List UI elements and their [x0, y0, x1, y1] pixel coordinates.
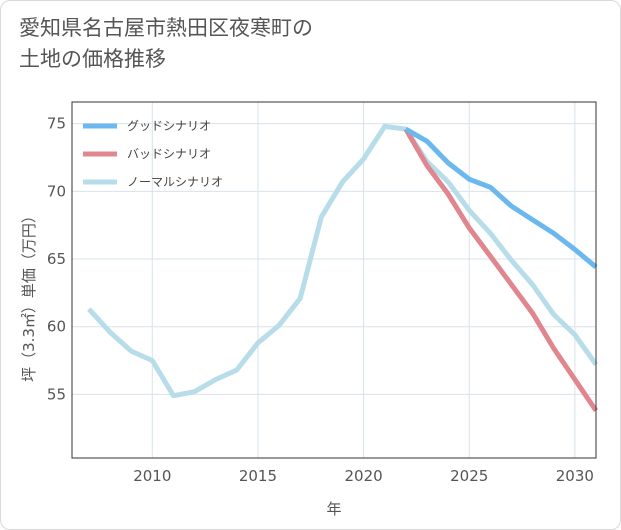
x-tick-label: 2025 — [450, 467, 488, 485]
x-tick-label: 2020 — [344, 467, 382, 485]
legend-label: グッドシナリオ — [127, 119, 211, 133]
chart-ticks: 2010 2015 2020 2025 2030 55 60 65 70 75 — [47, 115, 594, 485]
series-line — [404, 126, 598, 270]
plot-area-border — [71, 101, 597, 459]
x-tick-label: 2010 — [133, 467, 171, 485]
title-line-1: 愛知県名古屋市熱田区夜寒町の — [19, 16, 313, 40]
x-axis-label: 年 — [326, 500, 341, 518]
y-tick-label: 65 — [47, 250, 66, 268]
y-axis-label: 坪（3.3㎡）単価（万円） — [20, 208, 38, 382]
title-line-2: 土地の価格推移 — [19, 47, 166, 71]
x-tick-label: 2015 — [239, 467, 277, 485]
y-tick-label: 75 — [47, 115, 66, 133]
legend-label: ノーマルシナリオ — [127, 175, 223, 189]
y-tick-label: 55 — [47, 385, 66, 403]
y-tick-label: 60 — [47, 318, 66, 336]
series-line — [403, 127, 599, 413]
chart-series — [87, 123, 599, 413]
series-line — [87, 123, 599, 399]
legend-label: バッドシナリオ — [127, 147, 211, 161]
y-tick-label: 70 — [47, 182, 66, 200]
page-title: 愛知県名古屋市熱田区夜寒町の 土地の価格推移 — [19, 13, 439, 75]
x-tick-label: 2030 — [556, 467, 594, 485]
